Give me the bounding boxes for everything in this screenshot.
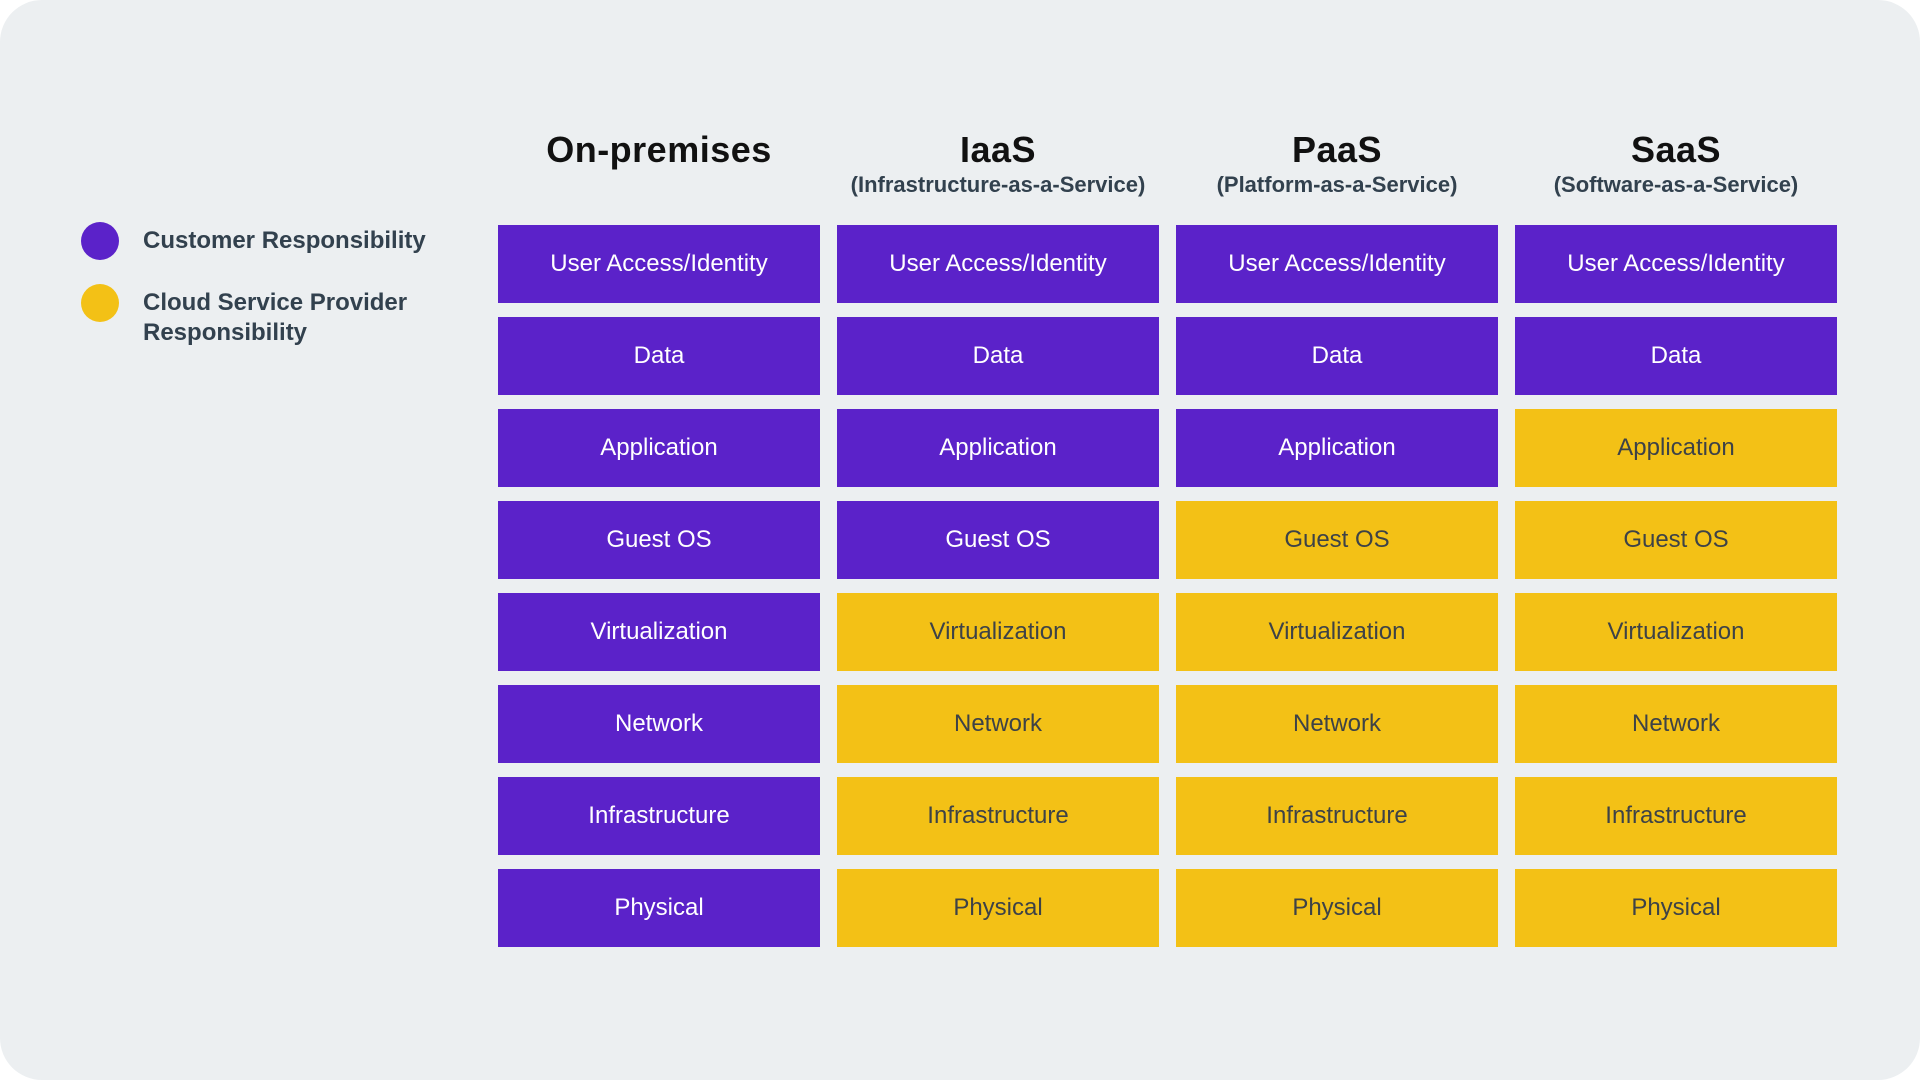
cell-iaas-guest-os: Guest OS [837,501,1159,579]
cell-on-premises-guest-os: Guest OS [498,501,820,579]
cell-saas-guest-os: Guest OS [1515,501,1837,579]
cell-paas-data: Data [1176,317,1498,395]
column-subtitle: (Software-as-a-Service) [1553,172,1799,197]
column-subtitle: (Platform-as-a-Service) [1216,172,1458,197]
legend: Customer Responsibility Cloud Service Pro… [81,222,453,348]
column-on-premises: On-premises User Access/Identity Data Appli… [498,103,820,961]
cell-paas-application: Application [1176,409,1498,487]
cell-iaas-physical: Physical [837,869,1159,947]
column-title: SaaS [1630,129,1722,170]
cell-iaas-infrastructure: Infrastructure [837,777,1159,855]
column-header-iaas: IaaS (Infrastructure-as-a-Service) [837,103,1159,225]
cell-iaas-user-access-identity: User Access/Identity [837,225,1159,303]
legend-label: Cloud Service Provider Responsibility [143,289,408,346]
cell-saas-data: Data [1515,317,1837,395]
column-title: PaaS [1291,129,1383,170]
cell-on-premises-virtualization: Virtualization [498,593,820,671]
cell-on-premises-physical: Physical [498,869,820,947]
cell-paas-user-access-identity: User Access/Identity [1176,225,1498,303]
cell-on-premises-user-access-identity: User Access/Identity [498,225,820,303]
cell-paas-infrastructure: Infrastructure [1176,777,1498,855]
column-title: On-premises [546,129,772,170]
column-iaas: IaaS (Infrastructure-as-a-Service) User Ac… [837,103,1159,961]
column-saas: SaaS (Software-as-a-Service) User Access/I… [1515,103,1837,961]
cell-on-premises-network: Network [498,685,820,763]
matrix: On-premises User Access/Identity Data Appli… [498,103,1837,961]
cell-saas-application: Application [1515,409,1837,487]
cell-on-premises-data: Data [498,317,820,395]
column-header-paas: PaaS (Platform-as-a-Service) [1176,103,1498,225]
cell-iaas-data: Data [837,317,1159,395]
cell-saas-virtualization: Virtualization [1515,593,1837,671]
legend-item-customer: Customer Responsibility [81,222,453,260]
provider-swatch-icon [81,284,119,322]
cell-on-premises-application: Application [498,409,820,487]
cell-saas-user-access-identity: User Access/Identity [1515,225,1837,303]
column-subtitle: (Infrastructure-as-a-Service) [850,172,1146,197]
column-title: IaaS [959,129,1037,170]
cell-on-premises-infrastructure: Infrastructure [498,777,820,855]
cell-saas-network: Network [1515,685,1837,763]
cell-paas-virtualization: Virtualization [1176,593,1498,671]
legend-label: Customer Responsibility [143,227,426,254]
legend-item-provider: Cloud Service Provider Responsibility [81,284,453,348]
cell-iaas-virtualization: Virtualization [837,593,1159,671]
customer-swatch-icon [81,222,119,260]
cell-saas-infrastructure: Infrastructure [1515,777,1837,855]
cell-iaas-network: Network [837,685,1159,763]
cell-saas-physical: Physical [1515,869,1837,947]
column-header-saas: SaaS (Software-as-a-Service) [1515,103,1837,225]
column-header-on-premises: On-premises [498,103,820,225]
cell-iaas-application: Application [837,409,1159,487]
column-paas: PaaS (Platform-as-a-Service) User Access/I… [1176,103,1498,961]
cell-paas-physical: Physical [1176,869,1498,947]
cell-paas-guest-os: Guest OS [1176,501,1498,579]
cell-paas-network: Network [1176,685,1498,763]
